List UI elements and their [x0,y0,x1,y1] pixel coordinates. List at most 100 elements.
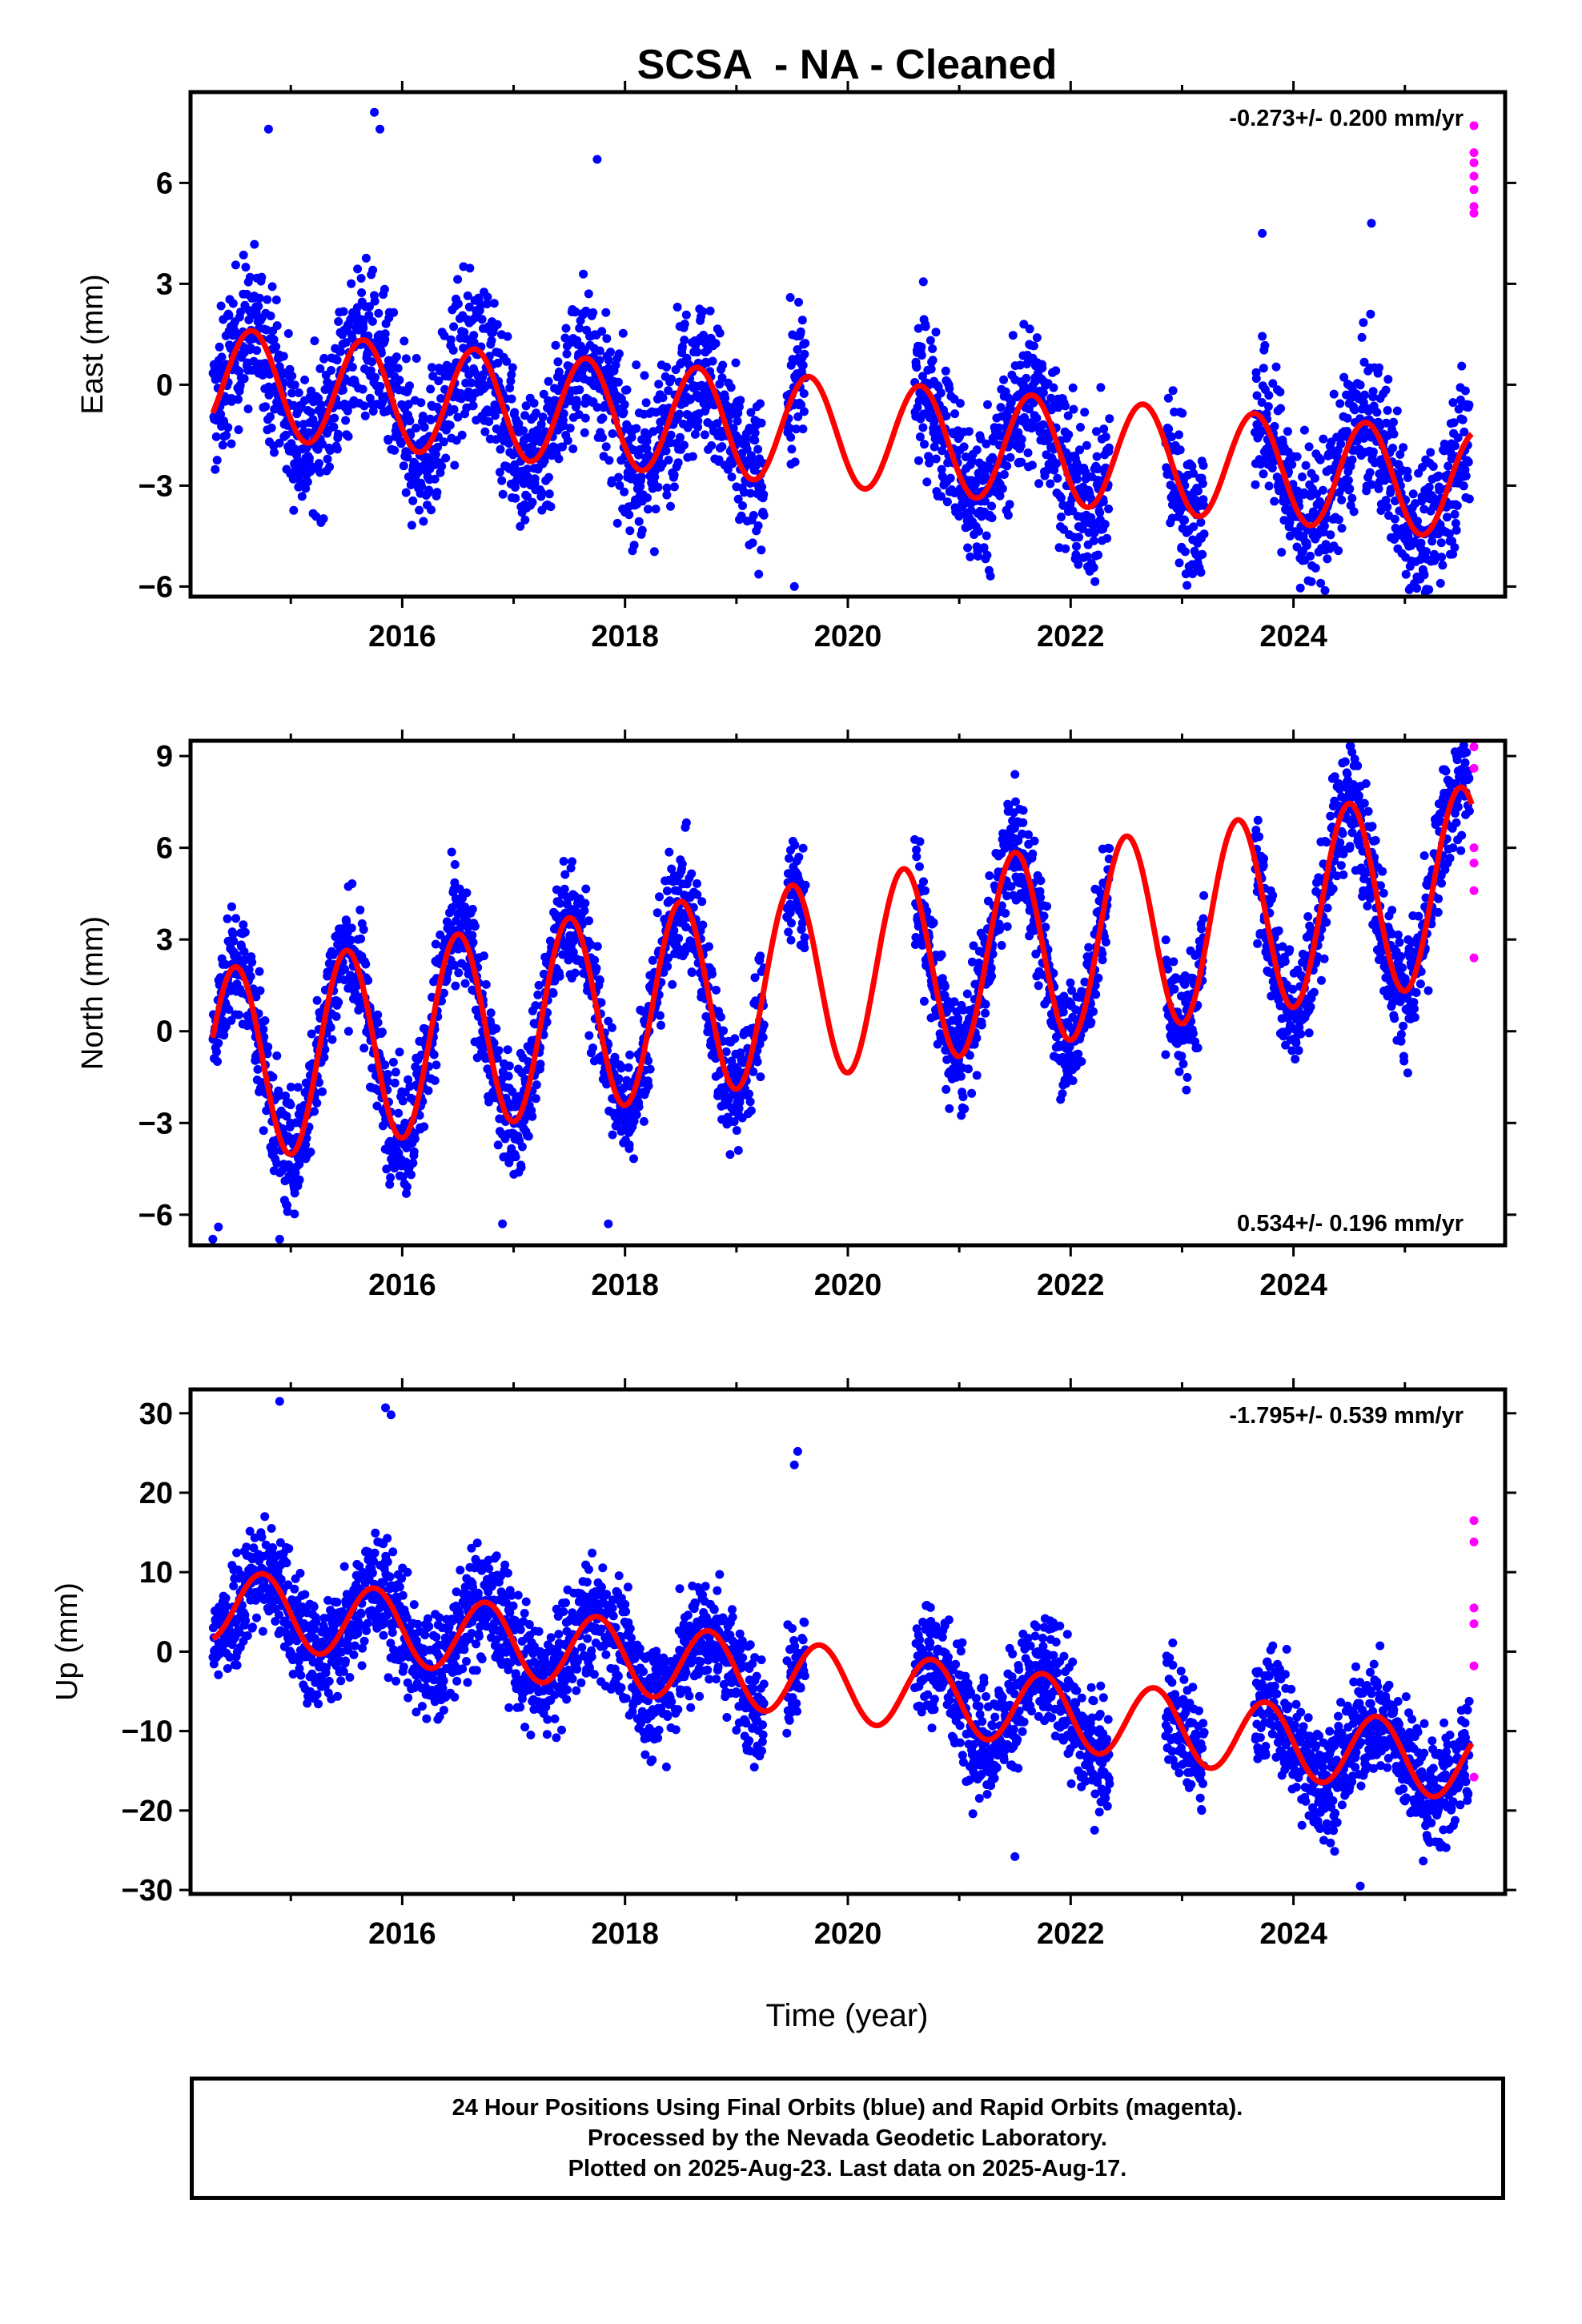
data-point [673,303,682,312]
data-point [460,364,470,373]
data-point [580,906,589,915]
data-point [401,354,411,364]
data-point [987,971,997,981]
data-point [1189,468,1199,478]
data-point [680,336,689,345]
data-point [595,346,604,356]
data-point [441,453,451,463]
data-point [624,1140,634,1150]
data-point [255,967,264,976]
data-point [489,1039,499,1047]
data-point [656,1020,665,1030]
data-point [343,1027,353,1036]
data-point [311,512,321,521]
data-point [721,1047,731,1056]
data-point [448,345,458,355]
data-point [801,880,810,890]
data-point [785,424,795,433]
data-point [504,1061,514,1071]
data-point [644,1056,653,1066]
data-point [915,837,925,846]
data-point [1443,461,1453,471]
data-point [1174,558,1184,568]
data-point [268,1072,278,1082]
data-point [718,360,728,370]
data-point [658,393,668,403]
data-point [918,423,928,432]
data-point [239,374,249,384]
data-point [1298,472,1307,481]
data-point [1419,570,1429,580]
data-point [936,388,946,398]
data-point [663,962,673,971]
data-point [462,888,472,898]
data-point [1004,802,1014,811]
data-point [1415,603,1423,612]
data-point [656,1011,665,1020]
data-point [687,968,697,977]
data-point [244,965,254,975]
data-point [429,1050,439,1059]
data-point [995,925,1004,935]
data-point [536,1059,545,1069]
data-point [1359,357,1369,367]
data-point [427,363,436,372]
data-point [693,890,702,899]
data-point [664,386,673,396]
data-point [938,446,947,456]
data-point [974,552,983,561]
data-point [319,353,329,363]
data-point [1105,414,1114,424]
data-point [1452,525,1461,535]
data-point [1181,569,1191,579]
data-point [746,1106,756,1116]
data-point [1452,501,1462,510]
data-point [664,953,673,963]
data-point [669,470,679,480]
data-point [1310,473,1319,483]
data-point [1426,448,1435,457]
data-point [380,329,390,339]
data-point [367,357,377,367]
data-point [1178,408,1187,418]
data-point [1323,554,1332,564]
data-point [757,482,767,492]
data-point [234,425,243,435]
data-point [1450,509,1460,519]
data-point [347,363,357,372]
data-point [580,428,589,437]
data-point [1320,585,1330,595]
data-point [548,988,558,998]
data-point [373,1018,383,1027]
data-point [1189,522,1199,532]
data-point [240,927,250,937]
data-point [1252,391,1262,400]
data-point [1019,320,1029,329]
data-point [390,1078,400,1088]
data-point [1104,443,1114,452]
data-point [1187,461,1197,471]
data-point [1002,891,1012,901]
data-point [529,399,539,408]
data-point [1090,577,1100,586]
data-point [480,951,488,961]
data-point [222,431,231,440]
data-point [231,260,240,270]
data-point [386,1173,396,1182]
data-point [290,1209,299,1219]
data-point [1357,332,1367,342]
data-point [267,282,277,292]
data-point [532,1080,541,1090]
data-point [224,1005,234,1014]
data-point [483,292,492,302]
data-point [1368,387,1378,396]
data-point [624,1063,633,1072]
data-point [756,1072,765,1082]
data-point [1263,402,1273,412]
data-point [469,331,479,340]
data-point [480,427,490,436]
data-point [281,430,291,440]
data-point [383,1070,392,1079]
data-point [334,998,343,1007]
data-point [1090,529,1099,538]
